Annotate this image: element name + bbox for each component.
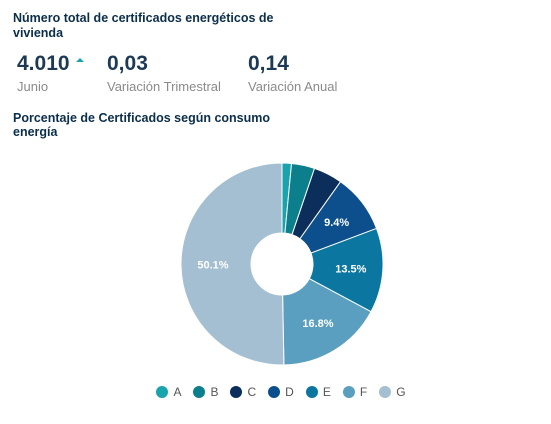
legend-label-D: D [285, 385, 294, 399]
slice-E[interactable] [308, 227, 384, 313]
legend-swatch-B [193, 386, 206, 398]
legend-item-B[interactable]: B [193, 385, 218, 399]
page-title: Número total de certificados energéticos… [13, 11, 274, 40]
data-label-F: 16.8% [302, 318, 333, 330]
legend-label-C: C [247, 385, 257, 399]
legend-item-A[interactable]: A [156, 385, 181, 399]
kpi-quarterly: 0,03 Variación Trimestral [107, 52, 221, 94]
kpi-total-label: Junio [17, 79, 49, 94]
legend-item-C[interactable]: C [230, 385, 256, 399]
legend-swatch-D [268, 386, 281, 398]
data-label-D: 9.4% [324, 217, 349, 229]
legend-item-E[interactable]: E [305, 385, 331, 399]
kpi-quarterly-value: 0,03 [107, 52, 148, 75]
kpi-total-value: 4.010 [17, 52, 70, 75]
legend-item-F[interactable]: F [342, 385, 368, 399]
legend-swatch-E [305, 386, 318, 398]
legend-label-B: B [210, 385, 219, 399]
legend-swatch-C [230, 386, 243, 398]
kpi-annual-label: Variación Anual [248, 79, 338, 94]
legend-swatch-F [342, 386, 355, 398]
kpi-total: 4.010 Junio [17, 52, 84, 94]
legend-label-F: F [359, 385, 368, 399]
legend-label-E: E [322, 385, 331, 399]
legend-swatch-A [156, 386, 169, 398]
legend-item-G[interactable]: G [379, 385, 406, 399]
kpi-quarterly-label: Variación Trimestral [107, 79, 221, 94]
slice-F[interactable] [282, 277, 372, 366]
slice-G[interactable] [180, 162, 285, 366]
kpi-annual: 0,14 Variación Anual [248, 52, 337, 94]
data-label-E: 13.5% [335, 264, 366, 276]
chart-legend: A B C D E F G [0, 385, 551, 399]
chart-title: Porcentaje de Certificados según consumo… [13, 111, 271, 139]
legend-item-D[interactable]: D [268, 385, 294, 399]
data-label-G: 50.1% [197, 260, 228, 272]
kpi-total-value-row: 4.010 [17, 52, 84, 76]
legend-swatch-G [379, 386, 392, 398]
kpi-annual-value: 0,14 [248, 52, 289, 75]
legend-label-G: G [396, 385, 406, 399]
legend-label-A: A [173, 385, 182, 399]
trend-up-icon [75, 58, 84, 63]
